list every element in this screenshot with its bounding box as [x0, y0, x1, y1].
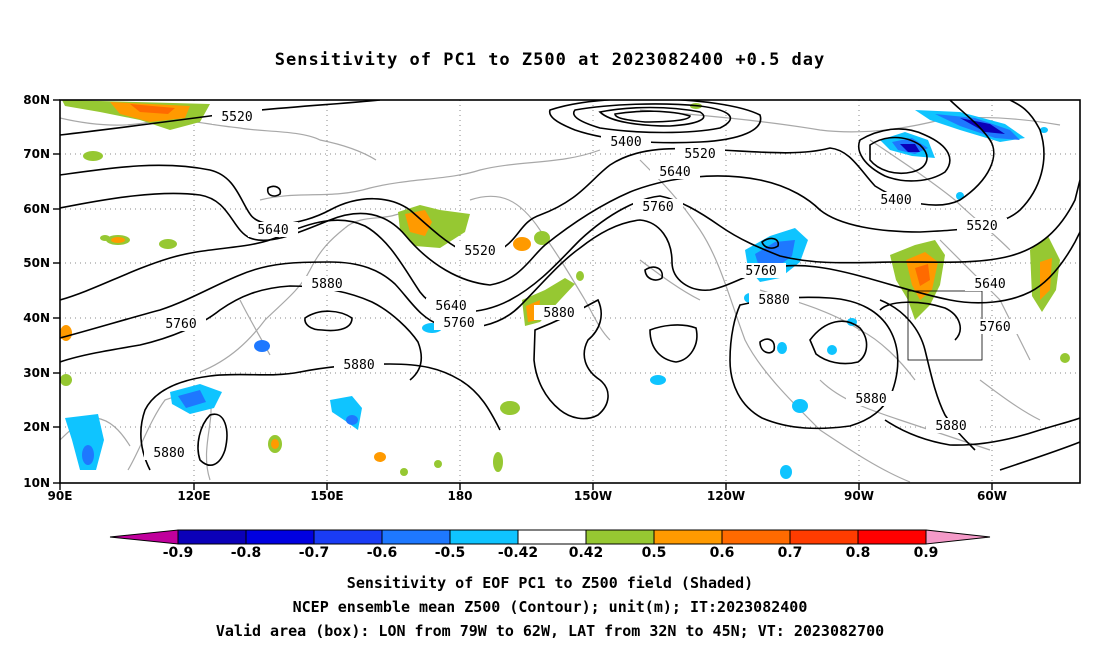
colorbar-tick-label: 0.9 [914, 545, 939, 561]
colorbar-segment [721, 529, 791, 545]
contour-label: 5520 [221, 110, 252, 125]
lat-tick-label: 10N [23, 476, 50, 490]
contour-label: 5880 [153, 446, 184, 461]
lon-tick-label: 60W [977, 489, 1007, 503]
colorbar-segment [789, 529, 859, 545]
colorbar-segment [857, 529, 927, 545]
colorbar [109, 529, 991, 545]
lat-tick-label: 60N [23, 202, 50, 216]
colorbar-tick-label: -0.42 [498, 545, 538, 561]
colorbar-segment [313, 529, 383, 545]
contour-label: 5880 [311, 277, 342, 292]
lon-tick-label: 150E [310, 489, 343, 503]
contour-label: 5760 [979, 320, 1010, 335]
contour-label: 5400 [610, 135, 641, 150]
contour-label: 5880 [935, 419, 966, 434]
contour-label: 5760 [745, 264, 776, 279]
lat-tick-label: 50N [23, 256, 50, 270]
colorbar-segment [517, 529, 587, 545]
lon-tick-label: 180 [447, 489, 472, 503]
contour-label: 5520 [464, 244, 495, 259]
contour-label: 5640 [257, 223, 288, 238]
contour-label: 5760 [165, 317, 196, 332]
colorbar-tick-label: 0.7 [778, 545, 803, 561]
contour-label: 5760 [443, 316, 474, 331]
lon-tick-label: 90W [844, 489, 874, 503]
colorbar-segment [449, 529, 519, 545]
contour-label: 5640 [435, 299, 466, 314]
lat-tick-labels: 80N 70N 60N 50N 40N 30N 20N 10N [23, 93, 50, 490]
sensitivity-shading [60, 100, 1070, 479]
contour-label: 5640 [659, 165, 690, 180]
colorbar-tick-label: 0.6 [710, 545, 735, 561]
colorbar-tick-labels: -0.9 -0.8 -0.7 -0.6 -0.5 -0.42 0.42 0.5 … [163, 545, 939, 561]
colorbar-segment [585, 529, 655, 545]
map-title: Sensitivity of PC1 to Z500 at 2023082400… [274, 50, 826, 70]
lon-tick-label: 150W [574, 489, 612, 503]
colorbar-segment [245, 529, 315, 545]
caption-line-2: NCEP ensemble mean Z500 (Contour); unit(… [292, 598, 808, 616]
z500-contours [60, 100, 1080, 471]
map-border [59, 99, 1081, 484]
contour-label: 5640 [974, 277, 1005, 292]
contour-label: 5520 [684, 147, 715, 162]
contour-label: 5880 [855, 392, 886, 407]
contour-label: 5880 [758, 293, 789, 308]
colorbar-segment [925, 529, 991, 545]
colorbar-tick-label: -0.6 [367, 545, 398, 561]
colorbar-tick-label: -0.7 [299, 545, 330, 561]
lon-tick-label: 90E [48, 489, 73, 503]
contour-label: 5880 [343, 358, 374, 373]
colorbar-tick-label: -0.8 [231, 545, 262, 561]
contour-label: 5400 [880, 193, 911, 208]
colorbar-segment [653, 529, 723, 545]
colorbar-tick-label: -0.9 [163, 545, 194, 561]
lon-tick-label: 120E [177, 489, 210, 503]
contour-label: 5760 [642, 200, 673, 215]
colorbar-tick-label: 0.5 [642, 545, 667, 561]
colorbar-segment [109, 529, 179, 545]
colorbar-tick-label: 0.8 [846, 545, 871, 561]
caption-line-1: Sensitivity of EOF PC1 to Z500 field (Sh… [346, 574, 754, 592]
colorbar-tick-label: -0.5 [435, 545, 466, 561]
caption-line-3: Valid area (box): LON from 79W to 62W, L… [215, 622, 885, 640]
contour-label: 5880 [543, 306, 574, 321]
contour-label-group: 5520 5400 5520 5640 5760 5640 5520 5400 … [144, 109, 1020, 461]
lon-tick-labels: 90E 120E 150E 180 150W 120W 90W 60W [48, 489, 1007, 503]
colorbar-segment [177, 529, 247, 545]
colorbar-tick-label: 0.42 [569, 545, 604, 561]
lat-tick-label: 80N [23, 93, 50, 107]
colorbar-segment [381, 529, 451, 545]
lat-tick-label: 20N [23, 420, 50, 434]
axis-ticks [53, 99, 993, 490]
lon-tick-label: 120W [707, 489, 745, 503]
contour-label: 5520 [966, 219, 997, 234]
lat-tick-label: 40N [23, 311, 50, 325]
lat-tick-label: 70N [23, 147, 50, 161]
lat-tick-label: 30N [23, 366, 50, 380]
